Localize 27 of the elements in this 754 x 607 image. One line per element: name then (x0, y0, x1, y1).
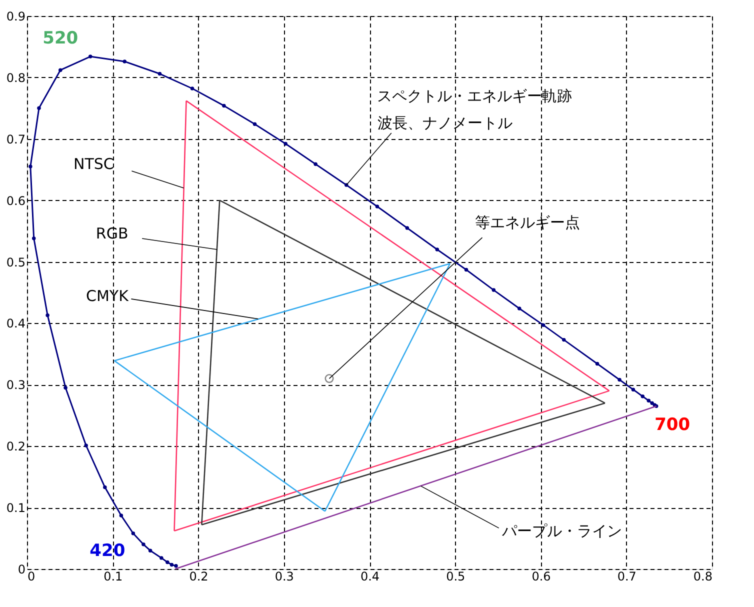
annotation: CMYK (86, 286, 130, 305)
y-tick-label: 0.6 (6, 194, 26, 208)
y-tick-label: 0.4 (6, 316, 26, 331)
annotation: 520 (42, 28, 78, 49)
y-tick-label: 0.3 (6, 378, 26, 392)
x-tick-label: 0.5 (446, 570, 466, 584)
x-tick-label: 0.1 (104, 570, 123, 584)
annotation: NTSC (74, 155, 114, 174)
x-tick-label: 0 (28, 570, 36, 584)
y-tick-label: 0.9 (6, 10, 26, 24)
x-tick-label: 0.4 (360, 570, 380, 584)
annotation: パープル・ライン (500, 522, 622, 540)
annotation: 700 (654, 415, 690, 436)
x-tick-label: 0.6 (532, 570, 551, 584)
x-tick-label: 0.3 (274, 570, 294, 584)
y-tick-label: 0.5 (6, 255, 26, 270)
y-tick-label: 0.2 (6, 440, 26, 454)
y-tick-label: 0.8 (6, 70, 26, 85)
annotation: 420 (90, 540, 126, 561)
annotation: スペクトル・エネルギー軌跡 (377, 87, 572, 105)
y-tick-label: 0.7 (6, 132, 26, 146)
annotation: 波長、ナノメートル (377, 114, 512, 132)
x-tick-label: 0.7 (617, 570, 636, 584)
x-tick-label: 0.8 (693, 570, 712, 584)
x-tick-label: 0.2 (189, 570, 208, 584)
annotation: RGB (96, 224, 128, 242)
y-tick-label: 0.1 (6, 501, 26, 516)
